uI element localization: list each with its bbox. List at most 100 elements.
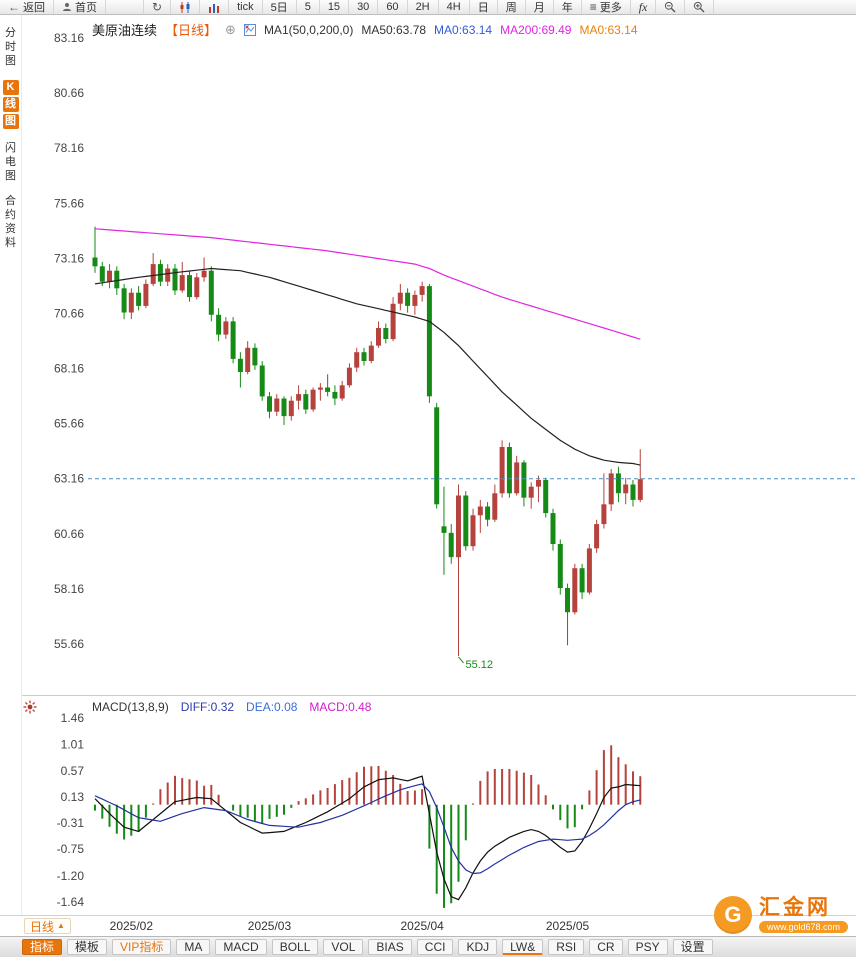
home-button-label: 首页 [75,2,97,14]
back-arrow-icon: ← [8,0,20,14]
tab-vol[interactable]: VOL [323,939,364,955]
site-logo: G 汇金网 www.gold678.com [713,896,848,934]
macd-y-axis-labels: 1.46 1.01 0.57 0.13 -0.31 -0.75 -1.20 -1.64 [57,711,85,909]
sidebar-item-contract-info[interactable]: 合约资料 [3,194,19,250]
period-year-button-label: 年 [561,2,573,14]
svg-text:83.16: 83.16 [54,31,84,45]
tab-macd[interactable]: MACD [215,939,267,955]
sidebar-item-lightning[interactable]: 闪电图 [3,141,19,183]
more-button[interactable]: ≡ 更多 [582,0,631,14]
period-4h-button[interactable]: 4H [439,0,470,14]
indicator-settings-icon[interactable] [23,700,37,719]
period-tag[interactable]: 【日线】 [165,23,218,38]
ma200-line [94,228,641,340]
tab-cr[interactable]: CR [589,939,623,955]
ma-indicator-icon[interactable] [243,23,256,36]
ma-settings-label: MA1(50,0,200,0) [263,22,354,37]
sidebar-item-char: 合 [5,195,16,207]
tab-bias[interactable]: BIAS [368,939,412,955]
zoom-in-button[interactable] [685,0,715,14]
tab-rsi[interactable]: RSI [548,939,585,955]
candlestick-series [92,226,643,656]
tab-template[interactable]: 模板 [67,939,108,955]
svg-text:-0.31: -0.31 [57,816,85,830]
tab-vip-indicator[interactable]: VIP指标 [112,939,172,955]
svg-text:60.66: 60.66 [54,527,84,541]
logo-mark: G [713,896,752,934]
sidebar-item-char: 图 [2,114,19,129]
home-button[interactable]: 首页 [54,0,106,14]
fx-button[interactable]: fx [631,0,657,14]
tab-boll[interactable]: BOLL [271,939,319,955]
period-5day-button-label: 5日 [270,2,288,14]
period-5min-button[interactable]: 5 [297,0,320,14]
tab-kdj[interactable]: KDJ [458,939,498,955]
more-button-label: 更多 [599,2,622,14]
kline-chart-button[interactable] [171,0,201,14]
period-60min-button[interactable]: 60 [378,0,408,14]
tab-ma[interactable]: MA [176,939,211,955]
period-dropdown-label: 日线 [30,919,55,934]
svg-text:-0.75: -0.75 [57,842,85,856]
period-day-button[interactable]: 日 [470,0,498,14]
add-indicator-icon[interactable]: ⊕ [225,21,236,37]
dropdown-arrow-icon: ▲ [57,921,65,930]
period-5day-button[interactable]: 5日 [263,0,297,14]
macd-value-label: DEA:0.08 [246,700,298,714]
sidebar-item-char: 资 [5,223,16,235]
chart-title-bar: 美原油连续 【日线】 ⊕ MA1(50,0,200,0) MA50:63.78 M… [92,20,638,39]
zoom-out-button[interactable] [656,0,686,14]
svg-text:63.16: 63.16 [54,472,84,486]
back-button[interactable]: ← 返回 [0,0,54,14]
tick-button[interactable]: tick [229,0,263,14]
period-week-button-label: 周 [505,2,517,14]
fx-icon: fx [638,0,648,14]
svg-text:1.01: 1.01 [61,738,85,752]
ma-value-label: MA50:63.78 [361,22,427,37]
svg-text:68.16: 68.16 [54,362,84,376]
sidebar-item-char: K [2,80,19,95]
x-axis-month-label: 2025/04 [400,919,444,933]
person-icon [63,3,71,11]
refresh-button[interactable]: ↻ [144,0,172,14]
back-button-label: 返回 [23,2,45,14]
tab-lwr[interactable]: LW& [502,939,544,955]
ma-value-label: MA0:63.14 [434,22,493,37]
sidebar-item-timeshare[interactable]: 分时图 [3,26,19,68]
zoom-in-icon [694,1,705,13]
macd-dea-line [94,783,641,875]
tab-psy[interactable]: PSY [627,939,668,955]
price-y-axis-labels: 83.16 80.66 78.16 75.66 73.16 70.66 68.16 65.66… [54,31,84,651]
menu-icon: ≡ [589,0,597,14]
period-month-button-label: 月 [533,2,545,14]
bar-chart-icon [209,3,220,13]
svg-text:78.16: 78.16 [54,141,84,155]
sidebar-item-char: 分 [5,27,16,39]
tab-settings[interactable]: 设置 [672,939,713,955]
sidebar-item-char: 料 [5,237,16,249]
sidebar-item-char: 约 [5,209,16,221]
tab-cci[interactable]: CCI [416,939,454,955]
period-60min-button-label: 60 [386,1,399,13]
ma-value-label: MA200:69.49 [500,22,572,37]
period-15min-button[interactable]: 15 [320,0,350,14]
period-2h-button[interactable]: 2H [408,0,439,14]
period-dropdown-button[interactable]: 日线 ▲ [24,918,71,934]
period-week-button[interactable]: 周 [498,0,526,14]
period-5min-button-label: 5 [304,1,311,13]
period-year-button[interactable]: 年 [554,0,582,14]
timeshare-chart-button[interactable] [200,0,230,14]
tick-button-label: tick [237,1,254,13]
toolbar-spacer [106,0,144,14]
svg-text:75.66: 75.66 [54,196,84,210]
sidebar-item-char: 电 [5,156,16,168]
period-30min-button[interactable]: 30 [349,0,379,14]
period-30min-button-label: 30 [357,1,370,13]
svg-text:1.46: 1.46 [61,711,85,725]
period-month-button[interactable]: 月 [526,0,554,14]
macd-value-label: DIFF:0.32 [180,700,235,714]
tab-indicator[interactable]: 指标 [22,939,63,955]
